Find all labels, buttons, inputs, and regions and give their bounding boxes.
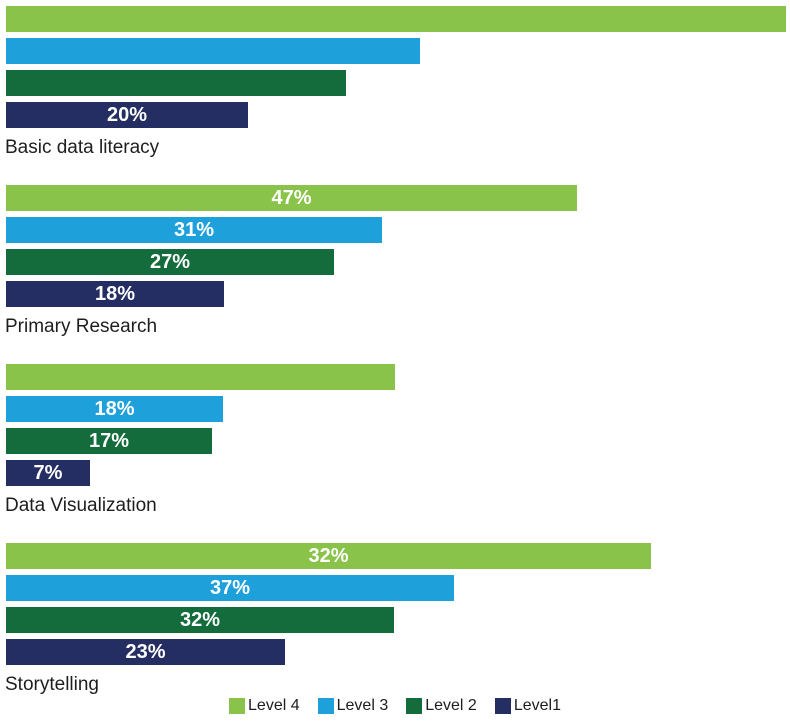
bar-level1-primary-research: 18% <box>6 281 224 307</box>
bar-level-3-basic-data-literacy <box>6 38 420 64</box>
bar-level-4-basic-data-literacy <box>6 6 786 32</box>
bar-value-label: 18% <box>94 398 135 420</box>
bar-level-3-storytelling: 37% <box>6 575 454 601</box>
bar-value-label: 47% <box>271 187 312 209</box>
legend-swatch-icon <box>229 698 246 714</box>
bar-level1-basic-data-literacy: 20% <box>6 102 248 128</box>
bar-value-label: 27% <box>149 251 191 273</box>
legend: Level 4 Level 3 Level 2 Level1 <box>0 698 790 714</box>
legend-entry-level-2: Level 2 <box>406 698 477 714</box>
bar-value-label: 37% <box>209 577 251 599</box>
legend-entry-level1: Level1 <box>494 697 561 714</box>
bar-level-2-data-visualization: 17% <box>6 428 212 454</box>
bar-level-4-data-visualization <box>6 364 395 390</box>
legend-entry-level-4: Level 4 <box>229 698 300 714</box>
category-label-basic-data-literacy: Basic data literacy <box>5 137 160 158</box>
bar-value-label: 23% <box>125 641 166 663</box>
bar-value-label: 7% <box>33 462 63 484</box>
bar-level1-data-visualization: 7% <box>6 460 90 486</box>
category-label-data-visualization: Data Visualization <box>5 495 157 516</box>
bar-level-4-storytelling: 32% <box>6 543 651 569</box>
legend-label: Level 4 <box>248 697 300 714</box>
bar-level-2-basic-data-literacy <box>6 70 346 96</box>
bar-level-3-data-visualization: 18% <box>6 396 223 422</box>
bar-value-label: 32% <box>308 545 349 567</box>
bar-level-3-primary-research: 31% <box>6 217 382 243</box>
legend-swatch-icon <box>317 698 334 714</box>
bar-value-label: 18% <box>94 283 136 305</box>
legend-label: Level 2 <box>425 697 477 714</box>
category-label-storytelling: Storytelling <box>5 674 99 695</box>
legend-swatch-icon <box>494 698 511 714</box>
category-label-primary-research: Primary Research <box>5 316 158 337</box>
bar-level-2-primary-research: 27% <box>6 249 334 275</box>
bar-level-4-primary-research: 47% <box>6 185 577 211</box>
legend-swatch-icon <box>406 698 423 714</box>
bar-value-label: 31% <box>173 219 215 241</box>
legend-label: Level1 <box>513 697 561 714</box>
bar-chart: 20% Basic data literacy 47% 31% 27% 18% Primar… <box>5 6 786 695</box>
bar-value-label: 20% <box>106 104 148 126</box>
legend-entry-level-3: Level 3 <box>317 697 389 714</box>
bar-level1-storytelling: 23% <box>6 639 285 665</box>
legend-label: Level 3 <box>336 697 389 714</box>
bar-level-2-storytelling: 32% <box>6 607 394 633</box>
bar-value-label: 32% <box>179 609 221 631</box>
bar-value-label: 17% <box>88 430 130 452</box>
